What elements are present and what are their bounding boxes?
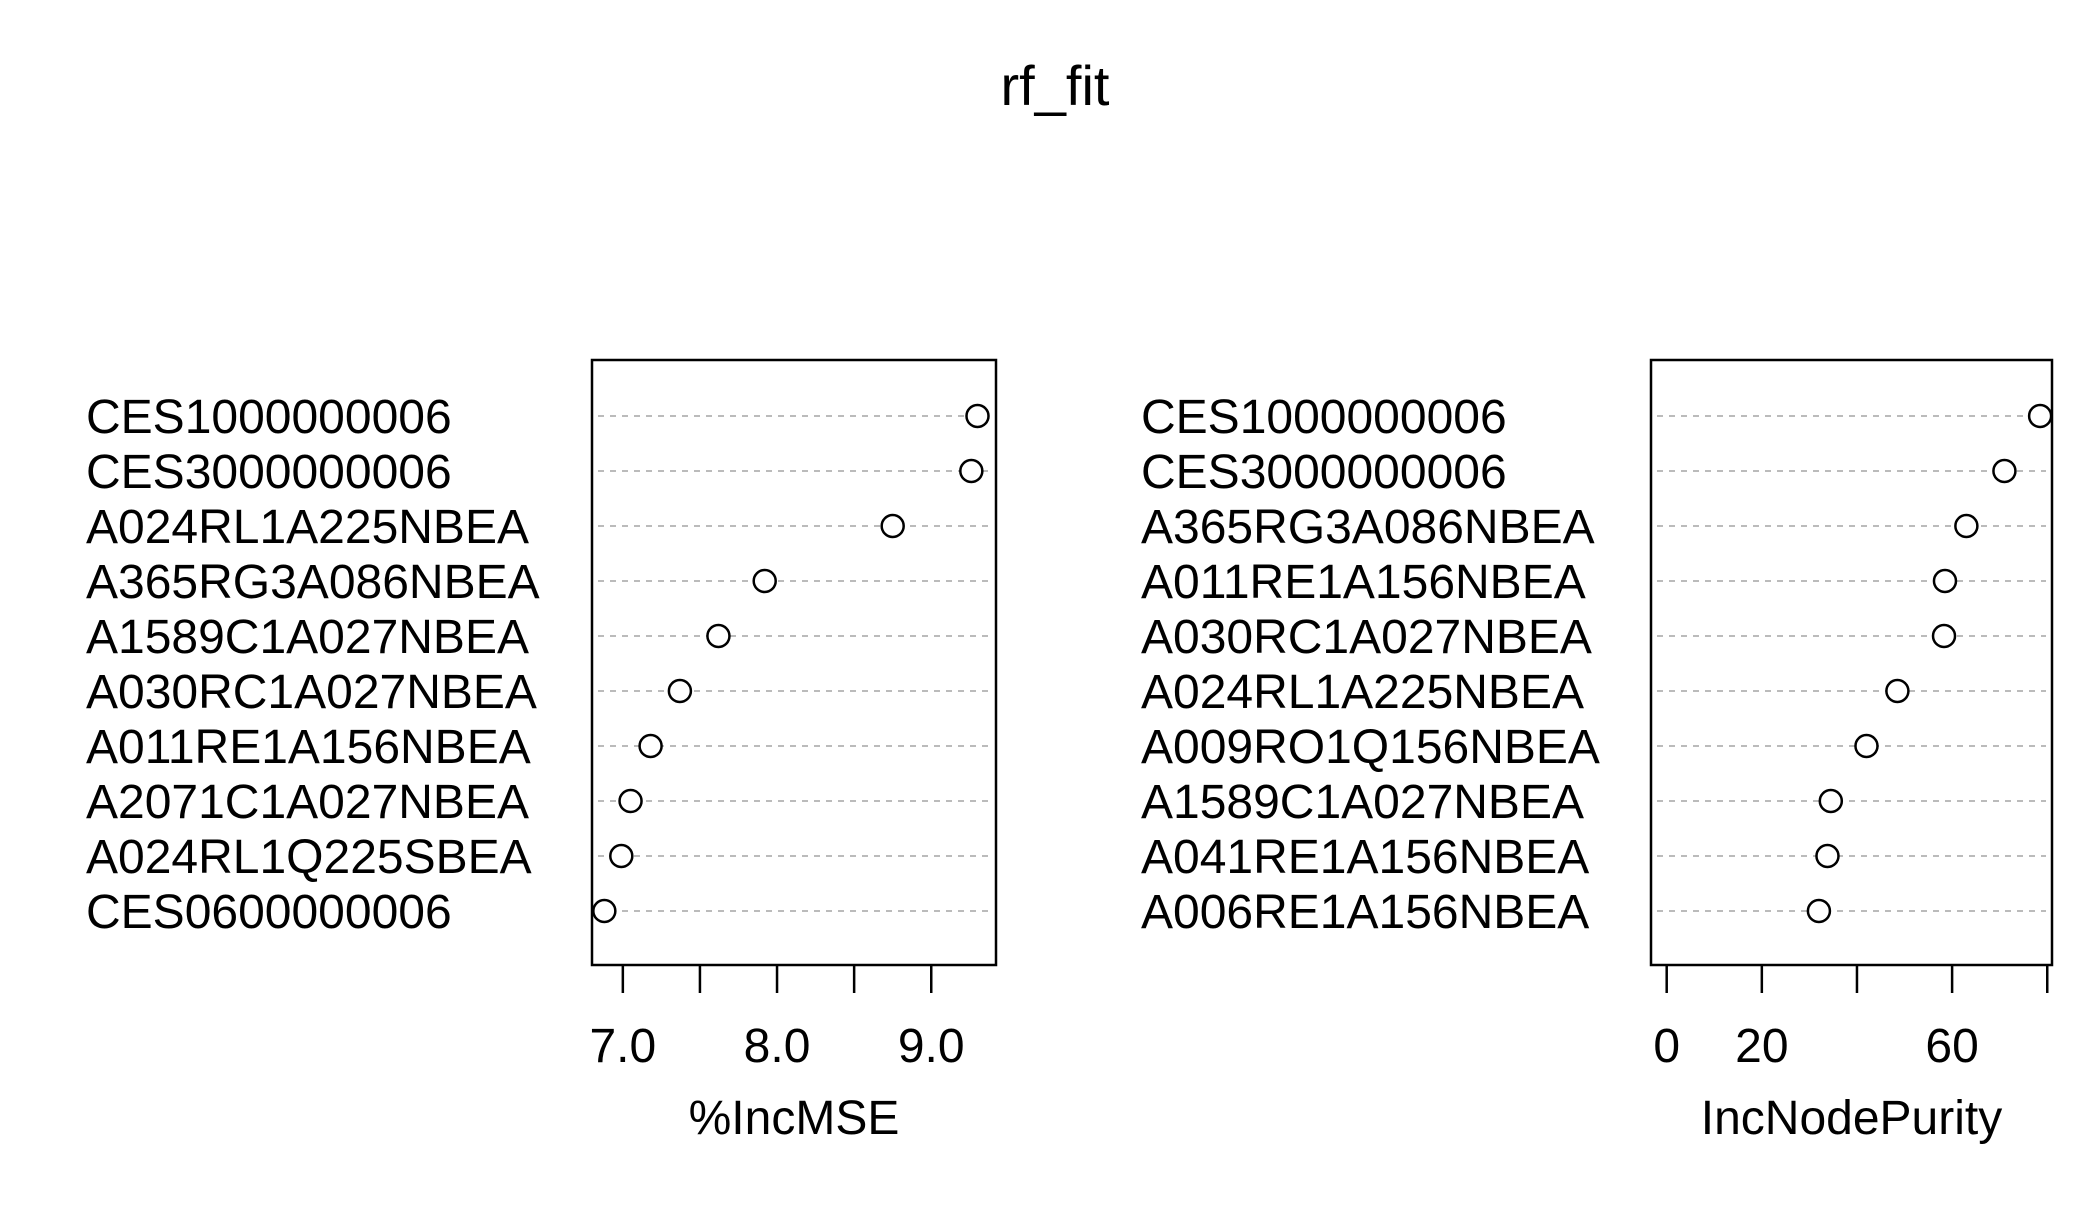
- x-tick-label: 9.0: [898, 1020, 965, 1073]
- dotchart-panel-left: CES1000000006CES3000000006A024RL1A225NBE…: [86, 358, 998, 1145]
- data-point: [618, 788, 643, 814]
- data-point: [752, 568, 777, 594]
- x-tick-label: 0: [1653, 1020, 1680, 1073]
- x-axis-title: IncNodePurity: [1701, 1092, 2002, 1145]
- variable-label: A024RL1Q225SBEA: [86, 831, 532, 884]
- x-tick-label: 20: [1735, 1020, 1788, 1073]
- data-point: [965, 403, 990, 429]
- plot-frame: [1649, 358, 2054, 967]
- data-point: [592, 898, 617, 924]
- x-axis-title: %IncMSE: [689, 1092, 900, 1145]
- variable-label: A365RG3A086NBEA: [1141, 501, 1595, 554]
- variable-label: CES3000000006: [1141, 446, 1507, 499]
- variable-label: A030RC1A027NBEA: [86, 666, 537, 719]
- data-point: [1806, 898, 1832, 924]
- variable-label: A009RO1Q156NBEA: [1141, 721, 1600, 774]
- data-point: [959, 458, 984, 484]
- variable-label: A011RE1A156NBEA: [86, 721, 531, 774]
- x-tick-label: 60: [1925, 1020, 1978, 1073]
- data-point: [1931, 623, 1957, 649]
- data-point: [706, 623, 731, 649]
- variable-label: A2071C1A027NBEA: [86, 776, 529, 829]
- data-point: [1854, 733, 1879, 759]
- variable-label: CES1000000006: [86, 391, 452, 444]
- data-point: [1815, 843, 1840, 869]
- data-point: [880, 513, 905, 539]
- x-tick-label: 8.0: [744, 1020, 811, 1073]
- variable-label: CES3000000006: [86, 446, 452, 499]
- variable-label: A006RE1A156NBEA: [1141, 886, 1589, 939]
- variable-label: A365RG3A086NBEA: [86, 556, 540, 609]
- plot-frame: [590, 358, 998, 967]
- variable-label: A041RE1A156NBEA: [1141, 831, 1589, 884]
- data-point: [1954, 513, 1979, 539]
- data-point: [667, 678, 693, 704]
- data-point: [1818, 788, 1844, 814]
- variable-label: A1589C1A027NBEA: [86, 611, 529, 664]
- data-point: [1932, 568, 1958, 594]
- variable-label: CES1000000006: [1141, 391, 1507, 444]
- variable-label: A024RL1A225NBEA: [86, 501, 529, 554]
- data-point: [638, 733, 663, 759]
- data-point: [609, 843, 634, 869]
- variable-label: CES0600000006: [86, 886, 452, 939]
- x-tick-label: 7.0: [589, 1020, 656, 1073]
- chart-title: rf_fit: [1001, 54, 1110, 117]
- dotchart-panel-right: CES1000000006CES3000000006A365RG3A086NBE…: [1141, 358, 2054, 1145]
- variable-label: A030RC1A027NBEA: [1141, 611, 1592, 664]
- variable-label: A011RE1A156NBEA: [1141, 556, 1586, 609]
- data-point: [1992, 458, 2017, 484]
- data-point: [2027, 403, 2053, 429]
- variable-label: A024RL1A225NBEA: [1141, 666, 1584, 719]
- data-point: [1885, 678, 1910, 704]
- variable-label: A1589C1A027NBEA: [1141, 776, 1584, 829]
